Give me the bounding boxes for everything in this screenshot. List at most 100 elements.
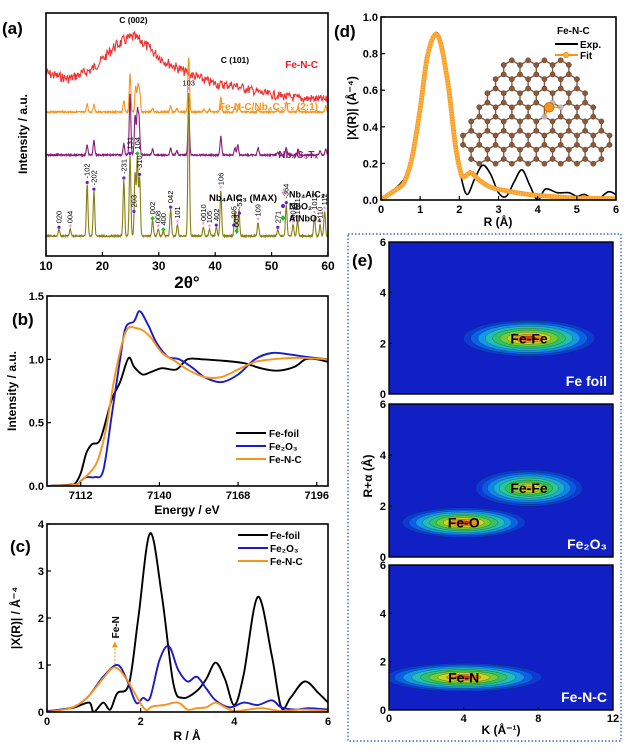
peak-label-fe-fe: Fe-Fe [510, 330, 548, 346]
phase-marker-nbo2 [214, 223, 218, 227]
d-x-tick-label: 6 [613, 204, 619, 216]
legend-label-c: Fe-foil [270, 531, 300, 542]
carbon-atom [590, 160, 597, 167]
e-y-tick-label: 2 [380, 501, 386, 513]
b-x-tick-label: 7168 [226, 490, 250, 502]
carbon-atom [582, 99, 588, 106]
legend-label-b: Fe₂O₃ [269, 442, 298, 453]
carbon-atom [525, 113, 531, 120]
legend-marker-nbo2 [281, 204, 285, 208]
fe-n4-structure-inset [460, 57, 613, 167]
carbon-atom [468, 127, 475, 134]
panel-label-c: (c) [10, 537, 31, 556]
legend-label-phase: AlNbO₄ [289, 214, 321, 224]
x-axis-label-d: R (Å) [484, 214, 513, 229]
legend-label-b: Fe-N-C [269, 455, 302, 466]
heatmap-background [389, 242, 613, 394]
panel-label-e: (e) [352, 251, 373, 270]
peak-label-fe-n: Fe-N [448, 669, 479, 685]
carbon-atom [557, 142, 564, 148]
carbon-atom [574, 85, 580, 92]
carbon-atom [557, 160, 564, 167]
carbon-atom [492, 142, 499, 148]
peak-label: 042 [166, 191, 175, 204]
xanes-line-fe-n-c [47, 325, 328, 486]
peak-label: 1011 [293, 198, 302, 214]
c-x-tick-label: 4 [231, 716, 238, 728]
phase-marker-nbo2 [232, 223, 236, 227]
d-y-tick-label: 0.0 [363, 195, 378, 207]
peak-label-fe-o: Fe-O [448, 515, 480, 531]
legend-title-d: Fe-N-C [557, 26, 590, 37]
carbon-atom [509, 132, 515, 139]
panel-label-b: (b) [12, 310, 34, 329]
carbon-atom [468, 118, 475, 125]
carbon-atom [549, 118, 556, 125]
c-y-tick-label: 1 [38, 660, 44, 672]
c-x-tick-label: 2 [138, 716, 144, 728]
carbon-atom [500, 62, 507, 68]
carbon-atom [525, 85, 531, 92]
d-x-tick-label: 1 [417, 204, 423, 216]
peak-label-fe-fe: Fe-Fe [510, 480, 548, 496]
d-y-tick-label: 0.2 [363, 158, 378, 170]
carbon-atom [500, 127, 507, 134]
exafs-line-fe-n-c [47, 666, 328, 712]
fe-n-annotation: Fe-N [111, 616, 122, 638]
carbon-atom [525, 104, 531, 111]
carbon-atom [476, 160, 483, 167]
y-axis-label-e: R+α (Å) [360, 454, 375, 497]
phase-marker-nb4alc3: * [296, 213, 300, 223]
carbon-atom [509, 113, 515, 120]
xrd-line-fe-n-c [46, 29, 328, 104]
x-axis-label-c: R / Å [173, 728, 201, 743]
carbon-atom [517, 146, 523, 153]
wavelet-plot-fe2o3: Fe-O Fe-Fe [389, 404, 613, 557]
series-label-fe-n-c-nb4c3tx: Fe-N-C/Nb₄C₃Tₓ (2:1) [219, 102, 318, 113]
carbon-atom [582, 156, 588, 162]
heatmap-contour [521, 336, 537, 341]
carbon-atom [557, 132, 564, 139]
peak-label: 0014 [289, 202, 298, 219]
carbon-atom [500, 99, 507, 106]
carbon-atom [565, 90, 572, 97]
legend-marker-fit [562, 51, 570, 59]
carbon-atom [484, 146, 491, 153]
phase-marker-nbo2 [122, 176, 126, 180]
phase-marker-alnbo4 [234, 228, 239, 234]
peak-label: 105 [205, 211, 214, 224]
carbon-atom [549, 156, 556, 162]
heatmap-contour [456, 520, 471, 525]
phase-marker-alnbo4 [161, 227, 166, 232]
phase-marker-nbo2 [276, 225, 280, 229]
phase-marker-nbo2 [92, 187, 96, 191]
d-y-tick-label: 0.6 [363, 85, 378, 97]
sample-label: Fe foil [566, 373, 607, 389]
carbon-atom [525, 76, 531, 82]
carbon-atom [533, 90, 540, 97]
carbon-atom [582, 118, 588, 125]
carbon-atom [492, 85, 499, 92]
x-axis-label-b: Energy / eV [154, 503, 219, 517]
phase-marker-nb4alc3: * [219, 184, 223, 194]
carbon-atom [484, 127, 491, 134]
carbon-atom [492, 160, 499, 167]
heatmap-frame [388, 241, 614, 395]
legend-label-fit: Fit [580, 51, 593, 62]
legend-marker-alnbo4 [280, 215, 286, 221]
carbon-atom [509, 104, 515, 111]
y-axis-label-b: Intensity / a.u. [5, 351, 19, 431]
peak-label: 008 [154, 211, 163, 224]
carbon-atom [468, 156, 475, 162]
d-x-tick-label: 5 [574, 204, 580, 216]
peak-label: 271 [273, 211, 282, 224]
peak-label: 112 [320, 193, 329, 205]
carbon-atom [549, 90, 556, 97]
panel-b: (b) 7112 7140 7168 7196 0.0 0.5 1.0 1.5 Intensi… [5, 291, 329, 517]
carbon-atom [533, 118, 540, 125]
e-y-tick-label: 0 [380, 552, 386, 564]
carbon-atom [517, 99, 523, 106]
panel-d: (d) 0 1 2 3 4 5 6 0.0 0.2 0.4 0.6 0.8 1.0 |X(R)| (Å⁻… [334, 12, 619, 229]
panel-label-d: (d) [334, 22, 356, 41]
carbon-atom [533, 71, 540, 78]
